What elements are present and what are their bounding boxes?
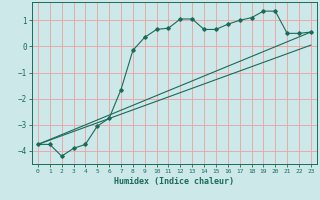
X-axis label: Humidex (Indice chaleur): Humidex (Indice chaleur) bbox=[115, 177, 234, 186]
